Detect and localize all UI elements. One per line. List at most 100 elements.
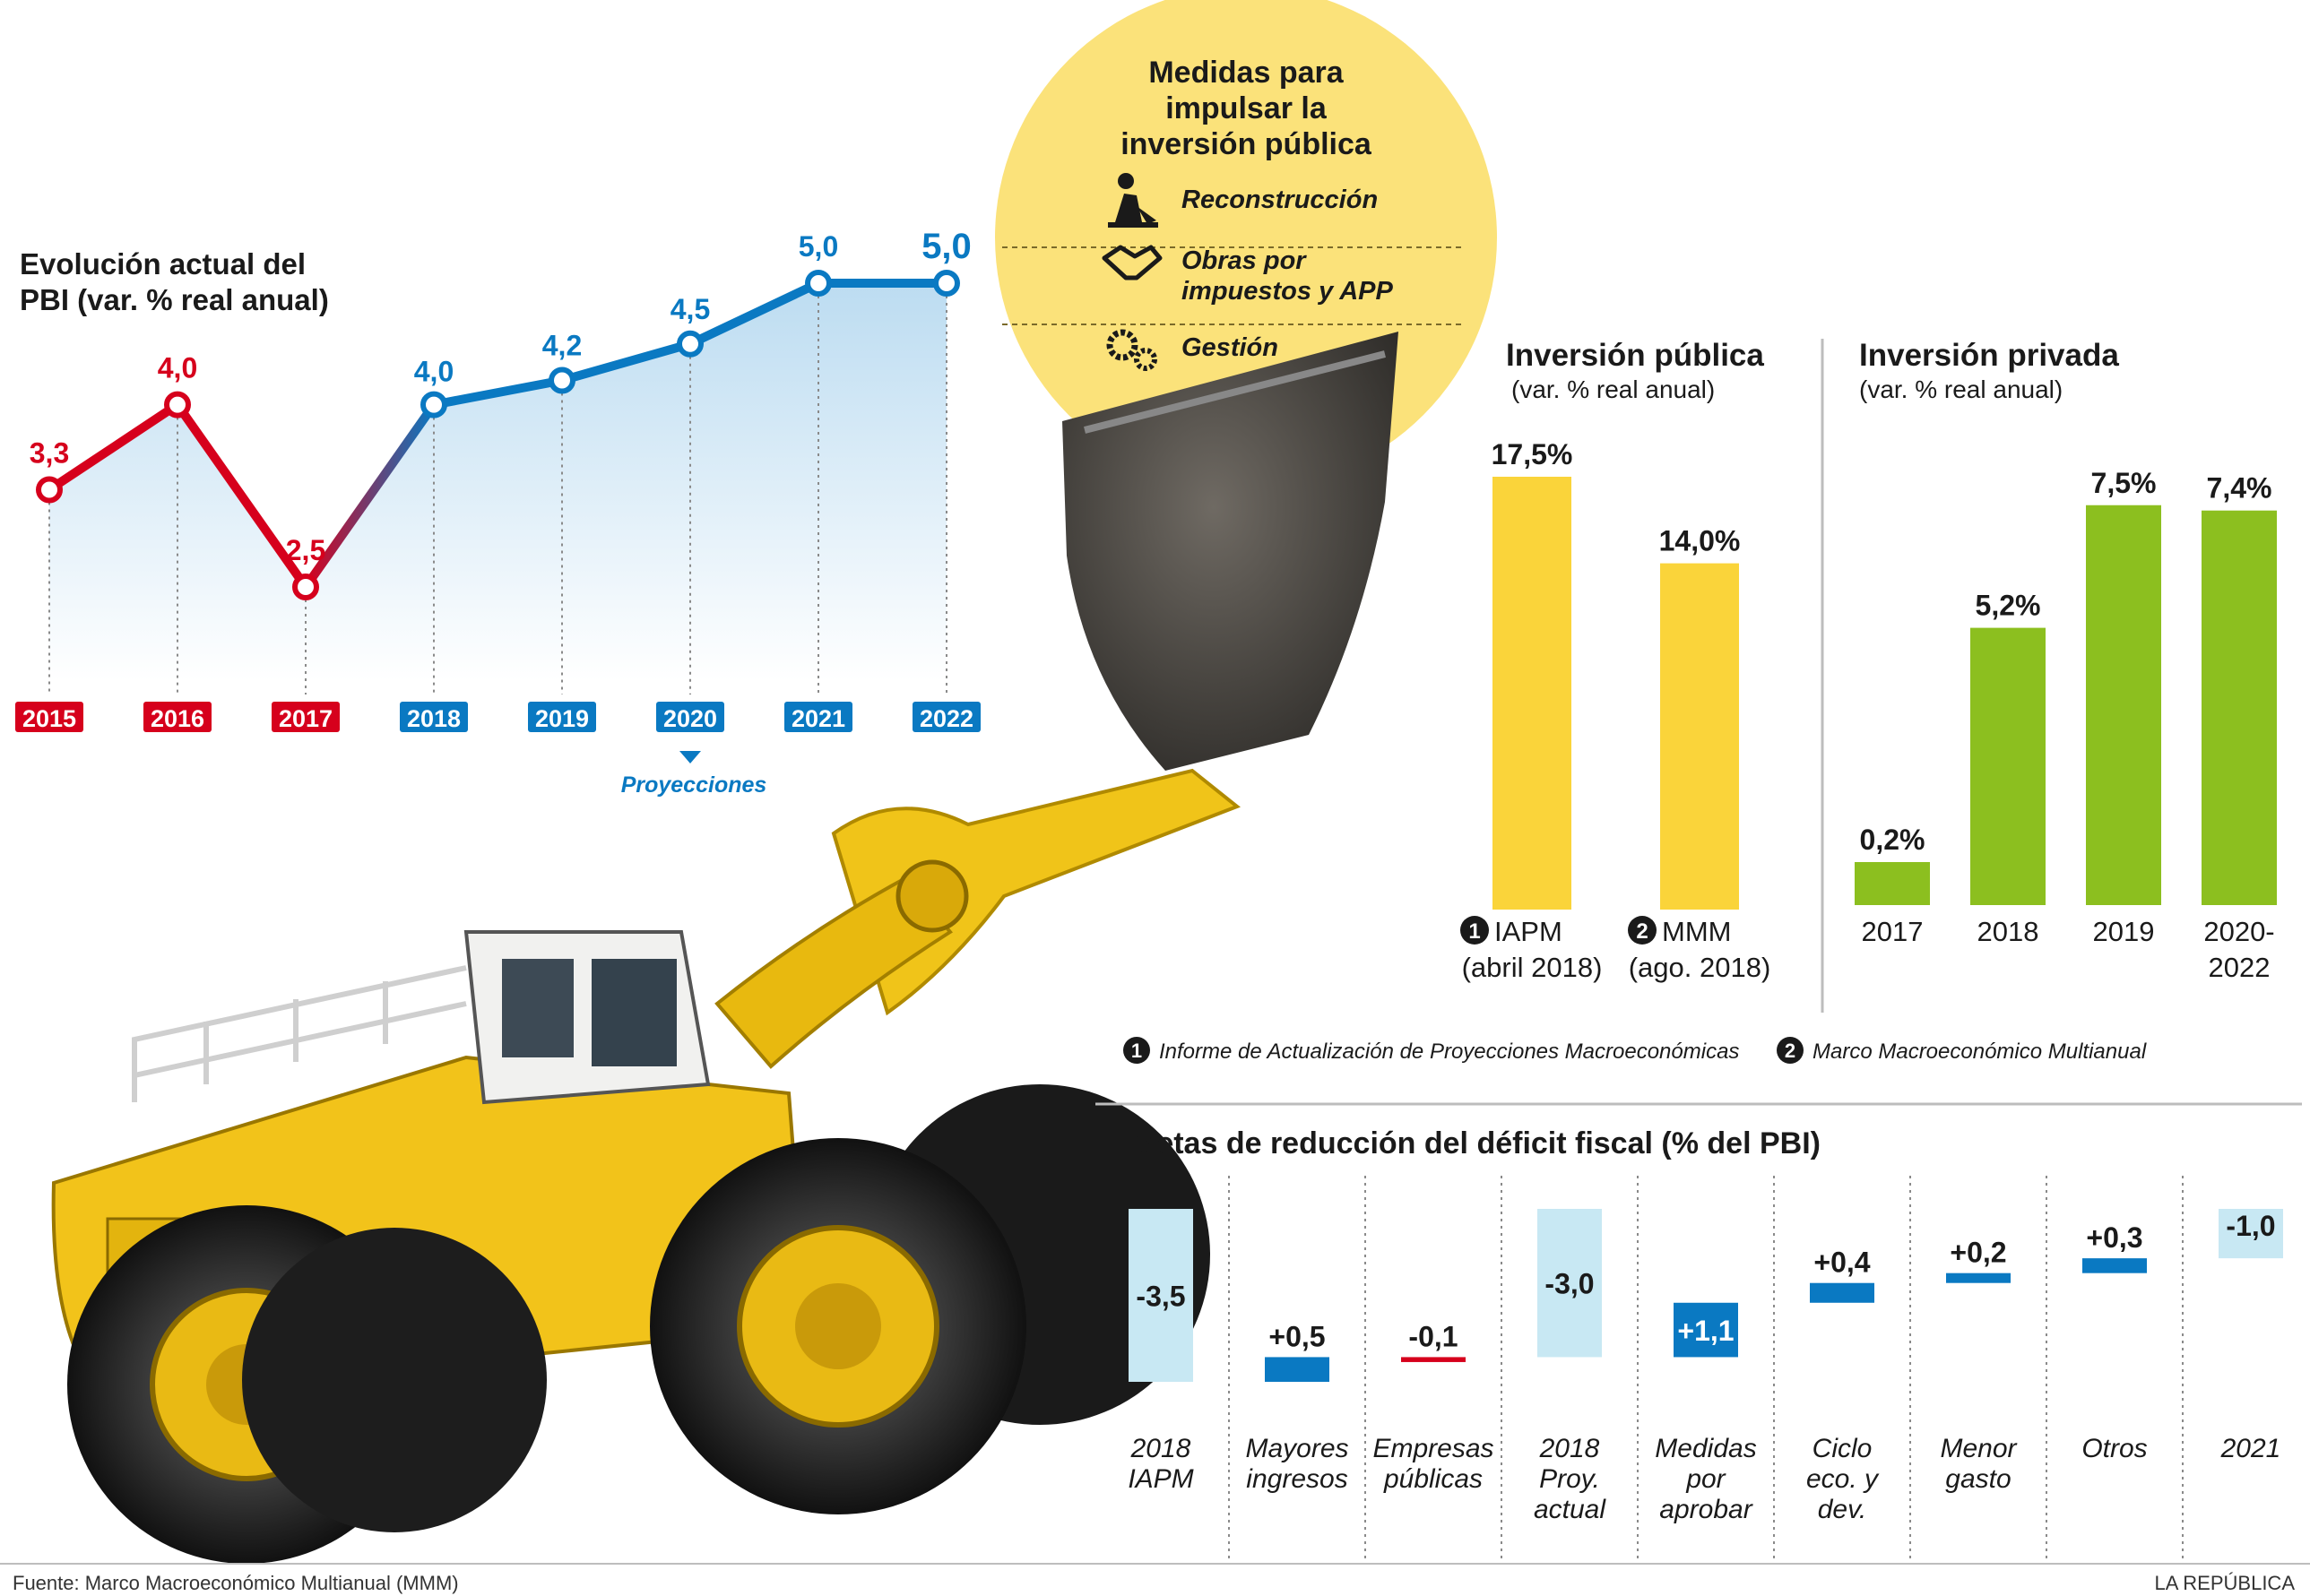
pbi-point <box>39 479 60 501</box>
measures-title-line: Medidas para <box>1148 56 1344 90</box>
inversion-publica-bar: 14,0% <box>1659 525 1741 910</box>
inversion-privada-category: 2018 <box>1977 916 2039 947</box>
deficit-category: Empresas <box>1372 1434 1493 1463</box>
inversion-privada-category: 2019 <box>2093 916 2155 947</box>
category-label: IAPM <box>1494 916 1562 947</box>
pbi-value-label: 5,0 <box>921 227 972 266</box>
footer-source: Fuente: Marco Macroeconómico Multianual … <box>13 1572 459 1594</box>
inversion-privada-bar: 5,2% <box>1970 590 2046 905</box>
deficit-category: aprobar <box>1659 1495 1752 1524</box>
deficit-value: -1,0 <box>2226 1210 2275 1242</box>
legend-text: Informe de Actualización de Proyecciones… <box>1159 1040 1739 1064</box>
deficit-category: por <box>1685 1464 1726 1494</box>
inversion-privada-value: 5,2% <box>1976 590 2041 622</box>
deficit-category: Ciclo <box>1813 1434 1873 1463</box>
deficit-category: dev. <box>1818 1495 1866 1524</box>
deficit-step: -3,52018IAPM <box>1128 1209 1193 1494</box>
legend-item: 2 Marco Macroeconómico Multianual <box>1777 1037 2147 1064</box>
pbi-year-label: 2022 <box>920 705 973 732</box>
pbi-year-labels: 2015 2016 2017 2018 2019 2020 2021 2022 <box>15 702 981 732</box>
pbi-value-label: 4,2 <box>542 329 582 361</box>
pbi-year-label: 2018 <box>407 705 461 732</box>
legend-item: 1 Informe de Actualización de Proyeccione… <box>1123 1037 1739 1064</box>
deficit-category: públicas <box>1383 1464 1483 1494</box>
pbi-value-label: 5,0 <box>799 230 838 263</box>
inversion-publica-chart: Inversión pública(var. % real anual) 17,5… <box>1460 338 1770 983</box>
deficit-waterfall-chart: Metas de reducción del déficit fiscal (%… <box>1128 1126 2283 1561</box>
deficit-bar <box>1265 1357 1329 1382</box>
deficit-value: -3,0 <box>1544 1268 1594 1300</box>
pbi-year-label: 2017 <box>279 705 333 732</box>
cab-window-left <box>502 959 574 1057</box>
pbi-point <box>808 272 829 294</box>
category-sublabel: (ago. 2018) <box>1629 952 1771 983</box>
category-label: MMM <box>1662 916 1731 947</box>
footer-brand: LA REPÚBLICA <box>2154 1572 2295 1594</box>
legend-badge-text: 1 <box>1131 1040 1142 1062</box>
inversion-privada-bar: 0,2% <box>1855 824 1930 905</box>
pbi-year-tag: 2019 <box>528 702 596 732</box>
legend-text: Marco Macroeconómico Multianual <box>1813 1040 2147 1064</box>
pbi-value-label: 2,5 <box>286 534 325 566</box>
pbi-point <box>423 394 445 416</box>
pbi-year-tag: 2018 <box>400 702 468 732</box>
deficit-category: Proy. <box>1539 1464 1600 1494</box>
inversion-privada-bar: 7,5% <box>2086 467 2161 905</box>
deficit-step: +0,4 Cicloeco. ydev. <box>1806 1247 1880 1524</box>
pbi-area-fill <box>49 283 947 681</box>
inversion-publica-value: 17,5% <box>1492 438 1573 470</box>
deficit-category: 2021 <box>2220 1434 2281 1463</box>
arm-pivot <box>898 862 966 930</box>
deficit-category: Menor <box>1940 1434 2017 1463</box>
pbi-year-label: 2021 <box>792 705 845 732</box>
projection-marker: Proyecciones <box>621 751 767 798</box>
deficit-category: 2018 <box>1539 1434 1600 1463</box>
pbi-year-tag: 2016 <box>143 702 212 732</box>
pbi-year-label: 2020 <box>663 705 717 732</box>
deficit-value: +0,2 <box>1950 1237 2006 1269</box>
inversion-privada-chart: Inversión privada(var. % real anual)0,2%… <box>1855 338 2277 983</box>
deficit-step: +0,5Mayoresingresos <box>1245 1320 1348 1494</box>
number-badge-text: 1 <box>1468 919 1480 944</box>
deficit-bar <box>1810 1283 1874 1303</box>
inversion-privada-value: 0,2% <box>1860 824 1925 856</box>
measures-title-line: inversión pública <box>1120 127 1372 161</box>
inversion-publica-subtitle: (var. % real anual) <box>1511 375 1715 403</box>
deficit-category: ingresos <box>1246 1464 1347 1494</box>
pbi-year-tag: 2015 <box>15 702 83 732</box>
inversion-publica-bar: 17,5% <box>1492 438 1573 910</box>
inversion-privada-category: 2020- <box>2203 916 2274 947</box>
pbi-title-line: Evolución actual del <box>20 247 306 280</box>
pbi-value-label: 3,3 <box>30 437 69 470</box>
pbi-year-label: 2015 <box>22 705 76 732</box>
deficit-value: +0,4 <box>1813 1247 1870 1279</box>
number-badge-text: 2 <box>1636 919 1648 944</box>
pbi-value-label: 4,5 <box>671 293 710 325</box>
deficit-bar <box>2082 1258 2147 1273</box>
deficit-category: eco. y <box>1806 1464 1880 1494</box>
pbi-title-line: PBI (var. % real anual) <box>20 283 329 316</box>
inversion-publica-title: Inversión pública <box>1506 338 1764 373</box>
pbi-value-label: 4,0 <box>414 356 454 388</box>
inversion-publica-value: 14,0% <box>1659 525 1741 557</box>
pbi-point <box>679 333 701 355</box>
pbi-year-tag: 2021 <box>784 702 852 732</box>
deficit-value: +0,5 <box>1268 1320 1325 1352</box>
pbi-year-tag: 2020 <box>656 702 724 732</box>
deficit-value: -3,5 <box>1136 1281 1185 1313</box>
legend-notes: 1 Informe de Actualización de Proyeccione… <box>1123 1037 2147 1064</box>
inversion-privada-category: 2017 <box>1862 916 1924 947</box>
pbi-year-tag: 2022 <box>913 702 981 732</box>
deficit-value: +1,1 <box>1677 1315 1734 1347</box>
inversion-privada-category: 2022 <box>2209 952 2271 983</box>
deficit-category: gasto <box>1945 1464 2011 1494</box>
deficit-bar <box>1401 1357 1466 1362</box>
measure-item-label: impuestos y APP <box>1181 277 1393 306</box>
legend-badge-text: 2 <box>1785 1040 1795 1062</box>
pbi-chart-title: Evolución actual delPBI (var. % real anu… <box>20 247 329 316</box>
deficit-category: actual <box>1534 1495 1606 1524</box>
pbi-value-label: 4,0 <box>158 352 197 384</box>
